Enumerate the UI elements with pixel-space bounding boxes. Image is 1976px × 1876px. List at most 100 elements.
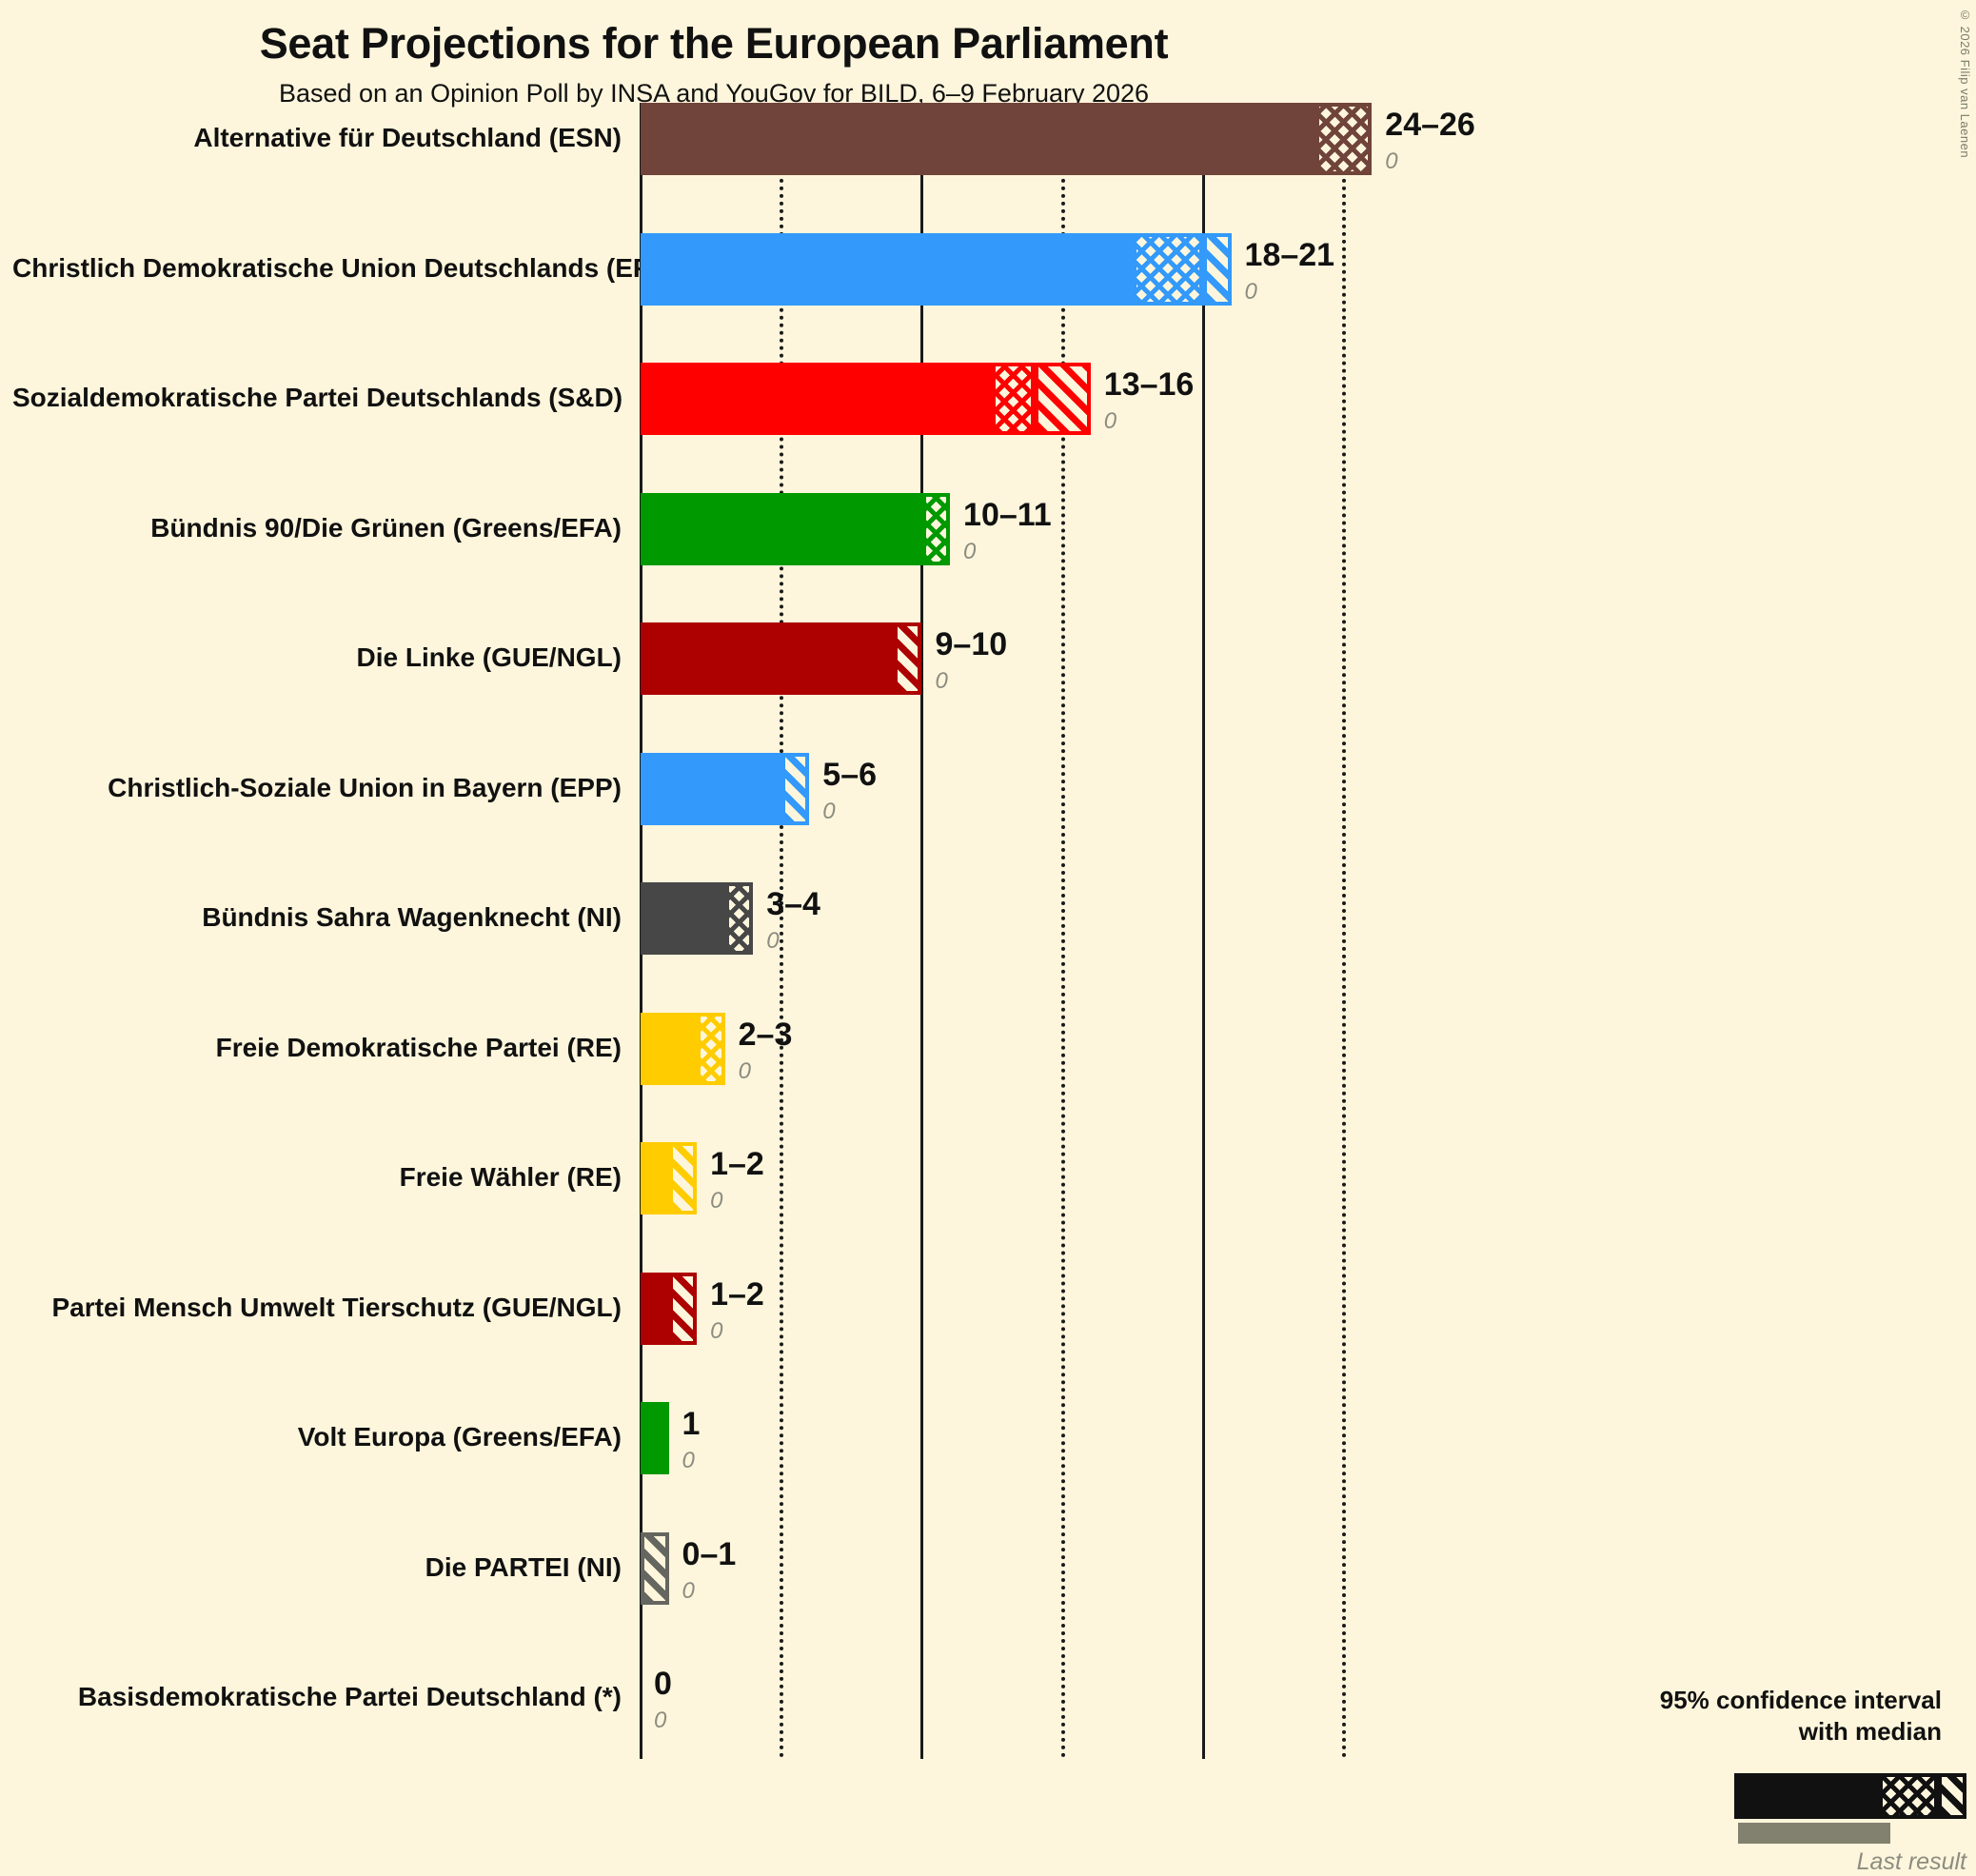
bar-segment-solid [641, 1402, 669, 1474]
bar-container [641, 882, 754, 955]
seat-range-label: 2–3 [738, 1016, 793, 1053]
seat-range-label: 1 [682, 1406, 701, 1442]
bar-segment-solid [641, 1012, 698, 1085]
copyright-notice: © 2026 Filip van Laenen [1958, 8, 1972, 159]
bar-segment-solid [641, 882, 725, 955]
last-result-value: 0 [654, 1708, 667, 1733]
party-label: Die PARTEI (NI) [425, 1551, 622, 1582]
seat-range-label: 24–26 [1385, 107, 1475, 143]
last-result-value: 0 [766, 928, 780, 954]
chart-title: Seat Projections for the European Parlia… [259, 19, 1169, 68]
chart-row: Basisdemokratische Partei Deutschland (*… [0, 1662, 1976, 1734]
legend-caption-line1: 95% confidence interval [1659, 1686, 1942, 1714]
bar-segment-median [724, 882, 754, 955]
bar-segment-solid [641, 492, 922, 565]
chart-row: Christlich-Soziale Union in Bayern (EPP)… [0, 752, 1976, 825]
legend-last-result-bar [1738, 1823, 1890, 1844]
bar-container [641, 492, 951, 565]
bar-segment-solid [641, 232, 1134, 306]
bar-segment-solid [641, 103, 1316, 175]
gridline-25 [1342, 103, 1347, 1759]
bar-container [641, 1012, 725, 1085]
party-label: Christlich-Soziale Union in Bayern (EPP) [108, 772, 622, 802]
legend-segment-solid [1734, 1773, 1879, 1819]
bar-container [641, 1142, 698, 1214]
bar-segment-solid [641, 1272, 669, 1345]
chart-row: Freie Wähler (RE) 1–2 0 [0, 1142, 1976, 1214]
bar-segment-solid [641, 622, 894, 695]
chart-legend: 95% confidence interval with median Last… [1485, 1685, 1966, 1875]
seat-range-label: 3–4 [766, 886, 820, 922]
seat-range-label: 0 [654, 1666, 672, 1702]
bar-segment-ci-upper [781, 752, 810, 825]
bar-segment-ci-upper [668, 1142, 698, 1214]
last-result-value: 0 [682, 1448, 695, 1473]
chart-row: Die Linke (GUE/NGL) 9–10 0 [0, 622, 1976, 695]
seat-range-label: 5–6 [822, 756, 878, 793]
bar-segment-ci-upper [893, 622, 922, 695]
party-label: Freie Demokratische Partei (RE) [215, 1032, 622, 1062]
chart-row: Alternative für Deutschland (ESN) 24–26 0 [0, 103, 1976, 175]
party-label: Die Linke (GUE/NGL) [356, 642, 622, 672]
bar-segment-ci-upper [1034, 363, 1091, 435]
legend-segment-median [1879, 1773, 1938, 1819]
chart-row: Die PARTEI (NI) 0–1 0 [0, 1531, 1976, 1605]
gridline-5 [780, 103, 784, 1759]
gridline-20 [1201, 103, 1205, 1759]
seat-range-label: 1–2 [710, 1146, 764, 1182]
bar-segment-solid [641, 752, 781, 825]
last-result-value: 0 [963, 538, 977, 564]
last-result-value: 0 [682, 1577, 695, 1604]
chart-row: Sozialdemokratische Partei Deutschlands … [0, 363, 1976, 435]
party-label: Partei Mensch Umwelt Tierschutz (GUE/NGL… [51, 1292, 622, 1322]
bar-container [641, 1402, 669, 1474]
legend-segment-ci-upper [1938, 1773, 1966, 1819]
chart-row: Bündnis 90/Die Grünen (Greens/EFA) 10–11 0 [0, 492, 1976, 565]
party-label: Basisdemokratische Partei Deutschland (*… [77, 1682, 622, 1711]
legend-sample-bar [1734, 1773, 1966, 1819]
gridline-15 [1060, 103, 1065, 1759]
chart-row: Partei Mensch Umwelt Tierschutz (GUE/NGL… [0, 1272, 1976, 1345]
seat-range-label: 9–10 [935, 626, 1008, 662]
gridline-10 [920, 103, 923, 1759]
last-result-value: 0 [935, 668, 948, 694]
seat-range-label: 1–2 [710, 1275, 764, 1313]
chart-row: Volt Europa (Greens/EFA) 1 0 [0, 1402, 1976, 1474]
party-label: Alternative für Deutschland (ESN) [193, 123, 622, 152]
party-label: Christlich Demokratische Union Deutschla… [12, 252, 678, 283]
bar-container [641, 232, 1232, 306]
bar-segment-median [1133, 232, 1203, 306]
bar-container [641, 622, 922, 695]
last-result-value: 0 [822, 798, 836, 824]
bar-container [641, 363, 1091, 435]
party-label: Freie Wähler (RE) [399, 1162, 622, 1192]
seat-range-label: 13–16 [1103, 366, 1195, 403]
legend-caption-line2: with median [1798, 1716, 1942, 1746]
party-label: Bündnis Sahra Wagenknecht (NI) [202, 902, 622, 932]
bar-segment-solid [641, 1142, 669, 1214]
last-result-value: 0 [1103, 408, 1117, 434]
bar-container [641, 752, 810, 825]
seat-range-label: 18–21 [1244, 236, 1335, 273]
legend-caption: 95% confidence interval with median [1660, 1685, 1942, 1747]
seat-range-label: 10–11 [963, 496, 1052, 533]
chart-row: Christlich Demokratische Union Deutschla… [0, 232, 1976, 306]
last-result-value: 0 [710, 1317, 723, 1344]
last-result-value: 0 [710, 1188, 723, 1214]
bar-segment-median [1315, 103, 1373, 175]
bar-container [641, 103, 1373, 175]
bar-segment-solid [641, 363, 993, 435]
chart-row: Freie Demokratische Partei (RE) 2–3 0 [0, 1012, 1976, 1085]
seat-range-label: 0–1 [682, 1535, 737, 1572]
last-result-value: 0 [738, 1057, 751, 1084]
bar-container [641, 1531, 669, 1605]
last-result-value: 0 [1244, 278, 1257, 305]
bar-segment-ci-upper [668, 1272, 698, 1345]
legend-last-result-label: Last result [1856, 1848, 1966, 1875]
bar-segment-ci-upper [641, 1531, 669, 1605]
bar-container [641, 1272, 698, 1345]
party-label: Volt Europa (Greens/EFA) [297, 1422, 622, 1451]
bar-segment-median [921, 492, 951, 565]
